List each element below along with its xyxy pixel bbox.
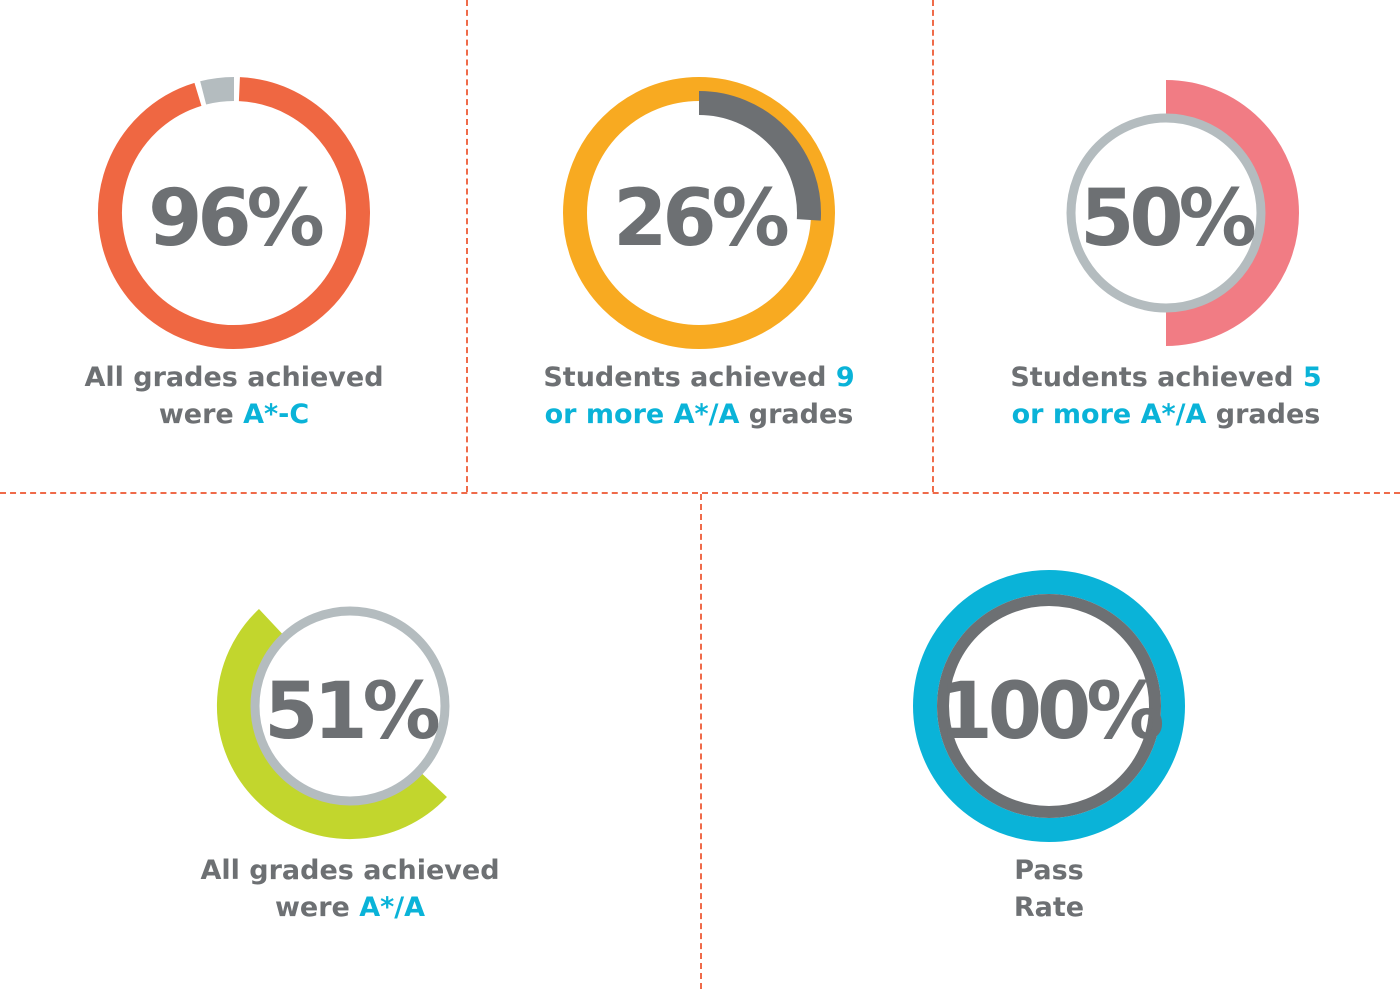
caption-highlight: or more A*/A: [544, 399, 740, 430]
caption-text: Pass: [1014, 855, 1084, 886]
caption-5-or-more: Students achieved 5 or more A*/A grades: [966, 359, 1366, 433]
donut-chart-a-star-a: [216, 606, 450, 840]
value-arc: [216, 609, 447, 840]
caption-line: were A*/A: [150, 889, 550, 926]
caption-line: were A*-C: [34, 396, 434, 433]
divider-vertical-top-right: [932, 0, 934, 492]
caption-line: Rate: [849, 889, 1249, 926]
caption-highlight: 5: [1302, 362, 1322, 393]
caption-highlight: or more A*/A: [1011, 399, 1207, 430]
inner-ring: [937, 594, 1161, 818]
value-arc: [698, 91, 821, 221]
caption-text: Students achieved: [1010, 362, 1303, 393]
value-ring: [913, 570, 1185, 842]
caption-text: were: [274, 892, 360, 923]
caption-a-star-a: All grades achieved were A*/A: [150, 852, 550, 926]
percentage-label: 100%: [938, 667, 1165, 757]
divider-vertical-bottom: [700, 494, 702, 989]
remainder-ring: [563, 77, 835, 349]
caption-text: Rate: [1013, 892, 1085, 923]
caption-line: Pass: [849, 852, 1249, 889]
divider-vertical-top-left: [466, 0, 468, 492]
caption-line: All grades achieved: [150, 852, 550, 889]
value-arc: [1165, 80, 1299, 346]
caption-line: Students achieved 9: [499, 359, 899, 396]
caption-line: or more A*/A grades: [499, 396, 899, 433]
donut-chart-5-or-more: [1066, 80, 1299, 346]
remainder-arc: [200, 77, 235, 105]
track-ring: [1066, 113, 1266, 313]
track-ring: [250, 606, 450, 806]
caption-highlight: A*-C: [243, 399, 310, 430]
caption-text: grades: [739, 399, 854, 430]
caption-a-star-c: All grades achieved were A*-C: [34, 359, 434, 433]
caption-text: Students achieved: [543, 362, 836, 393]
percentage-label: 96%: [148, 174, 325, 264]
caption-text: grades: [1206, 399, 1321, 430]
value-arc: [98, 77, 370, 349]
donut-chart-9-or-more: [563, 77, 835, 349]
caption-line: Students achieved 5: [966, 359, 1366, 396]
caption-line: All grades achieved: [34, 359, 434, 396]
donut-chart-pass-rate: [913, 570, 1185, 842]
caption-text: All grades achieved: [84, 362, 384, 393]
percentage-label: 51%: [264, 667, 441, 757]
divider-horizontal-middle: [0, 492, 1400, 494]
percentage-label: 26%: [613, 174, 790, 264]
caption-9-or-more: Students achieved 9 or more A*/A grades: [499, 359, 899, 433]
caption-text: All grades achieved: [200, 855, 500, 886]
caption-highlight: 9: [835, 362, 855, 393]
caption-line: or more A*/A grades: [966, 396, 1366, 433]
caption-pass-rate: Pass Rate: [849, 852, 1249, 926]
caption-text: were: [158, 399, 244, 430]
donut-chart-a-star-c: [98, 77, 370, 349]
caption-highlight: A*/A: [359, 892, 426, 923]
percentage-label: 50%: [1080, 174, 1257, 264]
